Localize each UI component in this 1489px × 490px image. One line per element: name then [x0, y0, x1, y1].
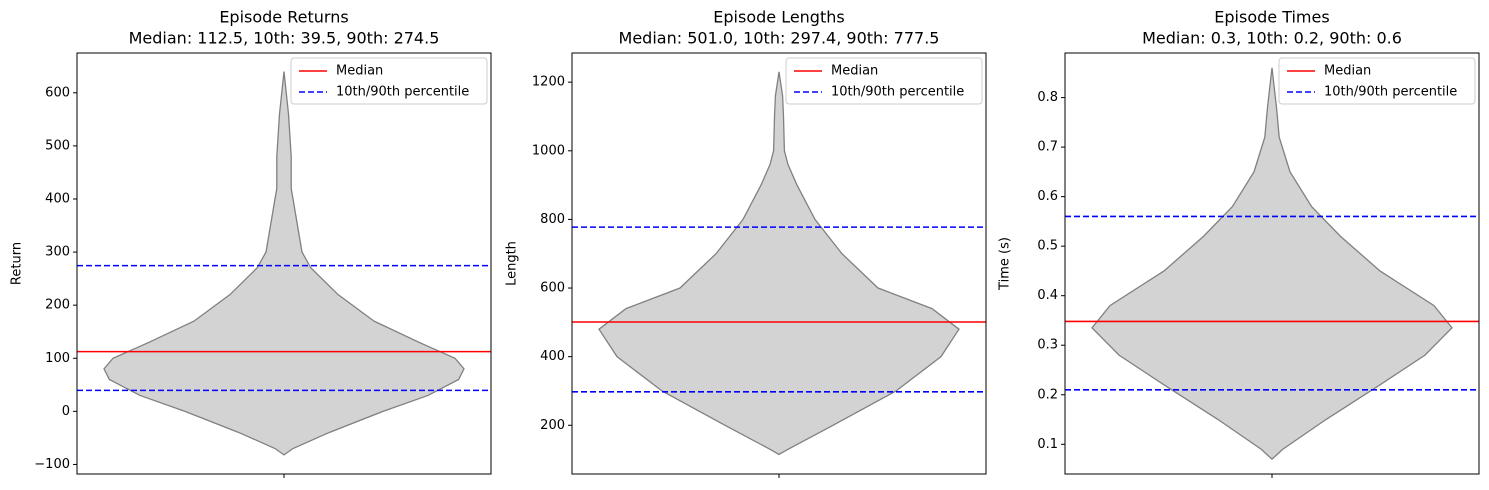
chart-subtitle: Median: 112.5, 10th: 39.5, 90th: 274.5: [129, 29, 440, 48]
y-tick-label: 0.7: [1037, 140, 1058, 155]
legend-label: Median: [1324, 64, 1371, 79]
y-tick-label: 0.2: [1037, 387, 1058, 402]
y-axis-label: Time (s): [998, 237, 1013, 291]
y-tick-label: 100: [45, 351, 70, 366]
y-tick-label: 0.4: [1037, 288, 1058, 303]
y-tick-label: 1200: [532, 75, 565, 90]
y-tick-label: 800: [540, 212, 565, 227]
legend-label: 10th/90th percentile: [831, 85, 964, 100]
y-tick-label: 600: [45, 85, 70, 100]
y-tick-label: 0: [62, 404, 70, 419]
legend-label: Median: [831, 64, 878, 79]
legend-label: Median: [336, 64, 383, 79]
y-tick-label: 0.8: [1037, 90, 1058, 105]
chart-subtitle: Median: 501.0, 10th: 297.4, 90th: 777.5: [619, 29, 940, 48]
y-tick-label: 400: [540, 349, 565, 364]
legend-box: [1278, 57, 1476, 105]
legend-label: 10th/90th percentile: [336, 85, 469, 100]
y-tick-label: 1000: [532, 143, 565, 158]
y-tick-label: 400: [45, 191, 70, 206]
y-tick-label: 300: [45, 245, 70, 260]
violin: [103, 71, 465, 456]
y-tick-label: 0.6: [1037, 189, 1058, 204]
y-tick-label: 0.3: [1037, 338, 1058, 353]
y-tick-label: 200: [540, 418, 565, 433]
y-tick-label: 500: [45, 138, 70, 153]
y-axis-label: Return: [10, 242, 25, 285]
y-axis-label: Length: [505, 241, 520, 286]
violin: [1091, 67, 1453, 461]
plot-frame: [571, 52, 987, 475]
legend-box: [290, 57, 488, 105]
y-tick-label: 0.5: [1037, 239, 1058, 254]
chart-title: Episode Returns: [219, 8, 348, 27]
y-tick-label: 0.1: [1037, 437, 1058, 452]
legend-label: 10th/90th percentile: [1324, 85, 1457, 100]
y-tick-label: −100: [34, 457, 70, 472]
chart-title: Episode Times: [1214, 8, 1329, 27]
y-tick-label: 600: [540, 281, 565, 296]
chart-title: Episode Lengths: [713, 8, 844, 27]
chart-subtitle: Median: 0.3, 10th: 0.2, 90th: 0.6: [1142, 29, 1402, 48]
violin: [598, 71, 960, 456]
plot-frame: [76, 52, 492, 475]
legend-box: [785, 57, 983, 105]
y-tick-label: 200: [45, 298, 70, 313]
plot-frame: [1064, 52, 1480, 475]
